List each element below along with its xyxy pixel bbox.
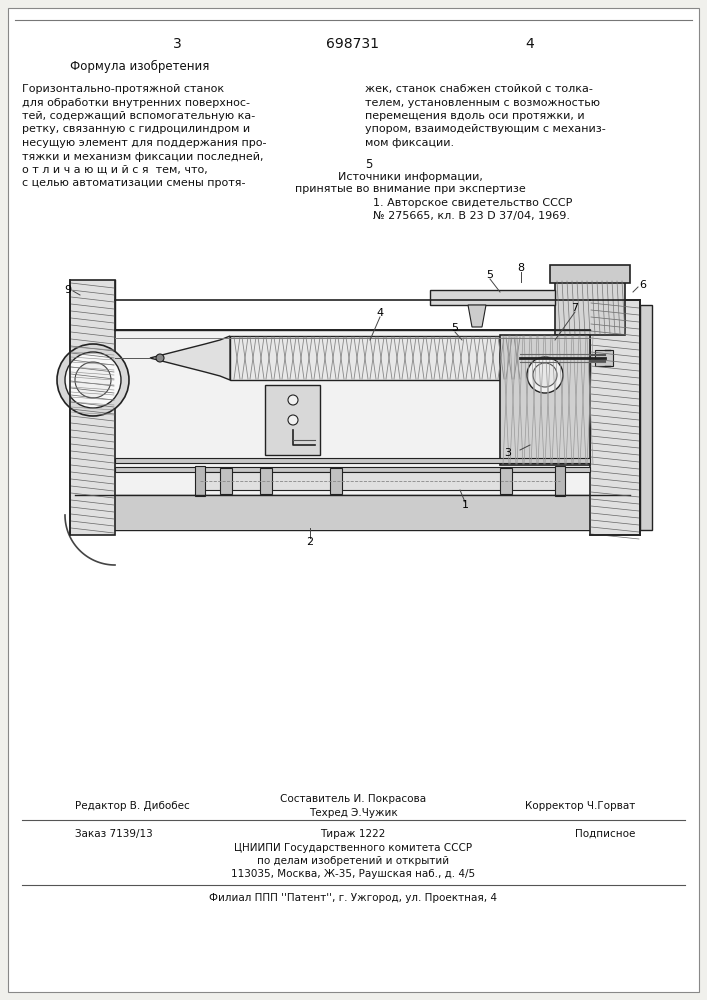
Bar <box>115 467 590 472</box>
Bar <box>555 280 625 335</box>
Polygon shape <box>468 305 486 327</box>
Text: 7: 7 <box>571 303 578 313</box>
Text: по делам изобретений и открытий: по делам изобретений и открытий <box>257 856 449 866</box>
Text: принятые во внимание при экспертизе: принятые во внимание при экспертизе <box>295 184 525 194</box>
Text: тяжки и механизм фиксации последней,: тяжки и механизм фиксации последней, <box>22 151 264 161</box>
Bar <box>555 466 565 496</box>
Circle shape <box>288 415 298 425</box>
Bar <box>70 280 115 535</box>
Text: 1. Авторское свидетельство СССР: 1. Авторское свидетельство СССР <box>373 198 573 208</box>
Text: 5: 5 <box>486 270 493 280</box>
Text: Тираж 1222: Тираж 1222 <box>320 829 386 839</box>
Text: 1: 1 <box>462 500 469 510</box>
Polygon shape <box>150 336 230 380</box>
Circle shape <box>75 362 111 398</box>
Text: Горизонтально-протяжной станок: Горизонтально-протяжной станок <box>22 84 224 94</box>
Bar <box>550 265 630 283</box>
Text: Составитель И. Покрасова: Составитель И. Покрасова <box>280 794 426 804</box>
Bar <box>595 350 613 366</box>
Circle shape <box>288 395 298 405</box>
Text: 4: 4 <box>525 37 534 51</box>
Text: упором, взаимодействующим с механиз-: упором, взаимодействующим с механиз- <box>365 124 606 134</box>
Text: с целью автоматизации смены протя-: с целью автоматизации смены протя- <box>22 178 245 188</box>
Text: Редактор В. Дибобес: Редактор В. Дибобес <box>75 801 189 811</box>
Text: жек, станок снабжен стойкой с толка-: жек, станок снабжен стойкой с толка- <box>365 84 593 94</box>
Bar <box>500 468 512 494</box>
Bar <box>590 300 640 535</box>
Text: Источники информации,: Источники информации, <box>337 172 482 182</box>
Text: Заказ 7139/13: Заказ 7139/13 <box>75 829 153 839</box>
Text: 8: 8 <box>518 263 525 273</box>
Text: 9: 9 <box>64 285 71 295</box>
Text: перемещения вдоль оси протяжки, и: перемещения вдоль оси протяжки, и <box>365 111 585 121</box>
Bar <box>200 472 560 490</box>
Circle shape <box>65 352 121 408</box>
Text: 698731: 698731 <box>327 37 380 51</box>
Circle shape <box>527 357 563 393</box>
Bar <box>115 458 590 463</box>
Text: ЦНИИПИ Государственного комитета СССР: ЦНИИПИ Государственного комитета СССР <box>234 843 472 853</box>
Text: 3: 3 <box>505 448 511 458</box>
Text: 5: 5 <box>365 157 373 170</box>
Bar <box>220 468 232 494</box>
Bar <box>75 495 630 530</box>
Text: 4: 4 <box>376 308 384 318</box>
Circle shape <box>57 344 129 416</box>
Text: ретку, связанную с гидроцилиндром и: ретку, связанную с гидроцилиндром и <box>22 124 250 134</box>
Bar <box>430 290 555 305</box>
Bar <box>330 468 342 494</box>
Text: № 275665, кл. В 23 D 37/04, 1969.: № 275665, кл. В 23 D 37/04, 1969. <box>373 211 570 221</box>
Text: несущую элемент для поддержания про-: несущую элемент для поддержания про- <box>22 138 267 148</box>
Text: Подписное: Подписное <box>575 829 635 839</box>
Bar <box>195 466 205 496</box>
Text: 113035, Москва, Ж-35, Раушская наб., д. 4/5: 113035, Москва, Ж-35, Раушская наб., д. … <box>231 869 475 879</box>
Text: 6: 6 <box>640 280 646 290</box>
Text: 2: 2 <box>306 537 314 547</box>
Bar <box>230 336 520 380</box>
Bar <box>75 495 630 530</box>
Text: 3: 3 <box>173 37 182 51</box>
Text: 5: 5 <box>452 323 459 333</box>
Bar <box>265 385 320 455</box>
Text: Формула изобретения: Формула изобретения <box>70 59 210 73</box>
Text: телем, установленным с возможностью: телем, установленным с возможностью <box>365 98 600 107</box>
Bar <box>500 335 590 465</box>
Text: для обработки внутренних поверхнос-: для обработки внутренних поверхнос- <box>22 98 250 107</box>
Bar <box>640 305 652 530</box>
Text: Филиал ППП ''Патент'', г. Ужгород, ул. Проектная, 4: Филиал ППП ''Патент'', г. Ужгород, ул. П… <box>209 893 497 903</box>
Text: тей, содержащий вспомогательную ка-: тей, содержащий вспомогательную ка- <box>22 111 255 121</box>
Circle shape <box>533 363 557 387</box>
Text: мом фиксации.: мом фиксации. <box>365 138 454 148</box>
Bar <box>260 468 272 494</box>
Circle shape <box>156 354 164 362</box>
Bar <box>75 330 630 530</box>
Text: Корректор Ч.Горват: Корректор Ч.Горват <box>525 801 635 811</box>
Text: Техред Э.Чужик: Техред Э.Чужик <box>309 808 397 818</box>
Text: о т л и ч а ю щ и й с я  тем, что,: о т л и ч а ю щ и й с я тем, что, <box>22 165 208 175</box>
